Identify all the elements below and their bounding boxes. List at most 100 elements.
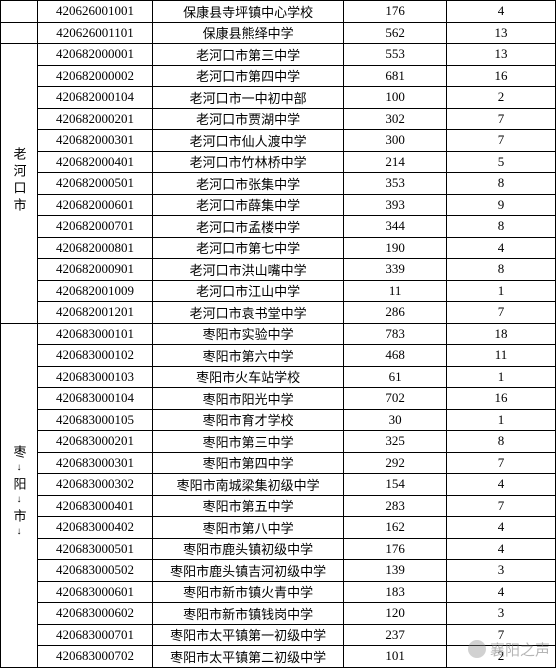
table-row: 老河口市420682000001老河口市第三中学55313 [1,44,556,66]
name-cell: 枣阳市太平镇第一初级中学 [153,624,344,646]
table-row: 420682000901老河口市洪山嘴中学3398 [1,259,556,281]
code-cell: 420682000401 [38,151,153,173]
value1-cell: 30 [344,409,447,431]
value2-cell: 4 [447,237,556,259]
value1-cell: 286 [344,302,447,324]
code-cell: 420683000702 [38,646,153,668]
code-cell: 420626001101 [38,22,153,44]
name-cell: 保康县寺坪镇中心学校 [153,1,344,23]
table-row: 420682000701老河口市孟楼中学3448 [1,216,556,238]
code-cell: 420683000103 [38,366,153,388]
value1-cell: 11 [344,280,447,302]
table-row: 420683000201枣阳市第三中学3258 [1,431,556,453]
value1-cell: 120 [344,603,447,625]
code-cell: 420682000301 [38,130,153,152]
code-cell: 420683000601 [38,581,153,603]
value2-cell: 7 [447,452,556,474]
value1-cell: 162 [344,517,447,539]
code-cell: 420682000501 [38,173,153,195]
code-cell: 420682000801 [38,237,153,259]
name-cell: 老河口市贾湖中学 [153,108,344,130]
table-row: 420683000301枣阳市第四中学2927 [1,452,556,474]
value2-cell: 4 [447,581,556,603]
value1-cell: 353 [344,173,447,195]
value1-cell: 325 [344,431,447,453]
value1-cell: 553 [344,44,447,66]
table-row: 420683000102枣阳市第六中学46811 [1,345,556,367]
code-cell: 420683000102 [38,345,153,367]
code-cell: 420682000901 [38,259,153,281]
value1-cell: 214 [344,151,447,173]
value1-cell: 190 [344,237,447,259]
value2-cell: 8 [447,216,556,238]
code-cell: 420683000502 [38,560,153,582]
value2-cell: 1 [447,280,556,302]
code-cell: 420683000401 [38,495,153,517]
value2-cell: 8 [447,259,556,281]
value1-cell: 344 [344,216,447,238]
value2-cell: 8 [447,173,556,195]
value1-cell: 339 [344,259,447,281]
value2-cell: 4 [447,474,556,496]
table-row: 420683000105枣阳市育才学校301 [1,409,556,431]
name-cell: 枣阳市火车站学校 [153,366,344,388]
name-cell: 枣阳市太平镇第二初级中学 [153,646,344,668]
name-cell: 枣阳市阳光中学 [153,388,344,410]
value2-cell: 2 [447,646,556,668]
value1-cell: 302 [344,108,447,130]
table-container: 420626001001保康县寺坪镇中心学校1764420626001101保康… [0,0,556,668]
code-cell: 420683000201 [38,431,153,453]
code-cell: 420626001001 [38,1,153,23]
table-row: 420683000104枣阳市阳光中学70216 [1,388,556,410]
code-cell: 420682001009 [38,280,153,302]
name-cell: 枣阳市实验中学 [153,323,344,345]
value2-cell: 11 [447,345,556,367]
name-cell: 老河口市薛集中学 [153,194,344,216]
value2-cell: 9 [447,194,556,216]
table-row: 420682000501老河口市张集中学3538 [1,173,556,195]
region-cell [1,1,38,23]
name-cell: 枣阳市鹿头镇吉河初级中学 [153,560,344,582]
value1-cell: 101 [344,646,447,668]
table-row: 420682000401老河口市竹林桥中学2145 [1,151,556,173]
value1-cell: 300 [344,130,447,152]
table-row: 420683000501枣阳市鹿头镇初级中学1764 [1,538,556,560]
code-cell: 420682000701 [38,216,153,238]
code-cell: 420682000002 [38,65,153,87]
code-cell: 420682000601 [38,194,153,216]
code-cell: 420682000104 [38,87,153,109]
table-row: 420682000301老河口市仙人渡中学3007 [1,130,556,152]
value1-cell: 176 [344,1,447,23]
code-cell: 420683000501 [38,538,153,560]
code-cell: 420683000301 [38,452,153,474]
name-cell: 老河口市仙人渡中学 [153,130,344,152]
value2-cell: 18 [447,323,556,345]
name-cell: 老河口市第三中学 [153,44,344,66]
name-cell: 枣阳市第四中学 [153,452,344,474]
table-row: 枣↓阳↓市↓420683000101枣阳市实验中学78318 [1,323,556,345]
name-cell: 枣阳市鹿头镇初级中学 [153,538,344,560]
value2-cell: 4 [447,1,556,23]
code-cell: 420683000602 [38,603,153,625]
table-row: 420683000402枣阳市第八中学1624 [1,517,556,539]
name-cell: 老河口市竹林桥中学 [153,151,344,173]
name-cell: 枣阳市新市镇钱岗中学 [153,603,344,625]
value2-cell: 13 [447,44,556,66]
table-row: 420683000502枣阳市鹿头镇吉河初级中学1393 [1,560,556,582]
value2-cell: 13 [447,22,556,44]
table-row: 420682000201老河口市贾湖中学3027 [1,108,556,130]
value2-cell: 7 [447,108,556,130]
name-cell: 老河口市洪山嘴中学 [153,259,344,281]
value1-cell: 783 [344,323,447,345]
code-cell: 420683000101 [38,323,153,345]
name-cell: 保康县熊绎中学 [153,22,344,44]
name-cell: 老河口市一中初中部 [153,87,344,109]
value2-cell: 7 [447,495,556,517]
value2-cell: 8 [447,431,556,453]
value2-cell: 1 [447,409,556,431]
table-row: 420682000002老河口市第四中学68116 [1,65,556,87]
table-row: 420682001009老河口市江山中学111 [1,280,556,302]
table-row: 420626001101保康县熊绎中学56213 [1,22,556,44]
table-row: 420683000401枣阳市第五中学2837 [1,495,556,517]
table-row: 420683000702枣阳市太平镇第二初级中学1012 [1,646,556,668]
